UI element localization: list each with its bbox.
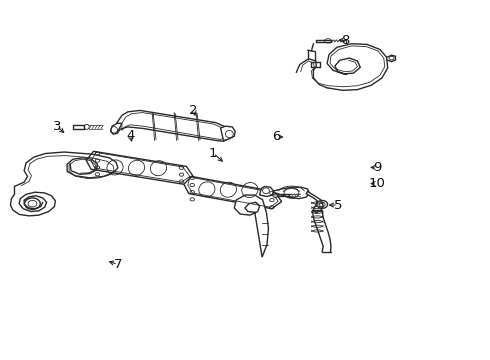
Polygon shape (184, 176, 282, 209)
Polygon shape (260, 186, 273, 197)
Text: 10: 10 (368, 177, 385, 190)
Ellipse shape (273, 194, 278, 198)
Polygon shape (220, 126, 235, 140)
Polygon shape (387, 55, 395, 62)
Text: 7: 7 (114, 258, 122, 271)
Polygon shape (117, 111, 231, 141)
Text: 2: 2 (190, 104, 198, 117)
Text: 4: 4 (126, 129, 134, 142)
Text: 9: 9 (373, 161, 381, 174)
Text: 6: 6 (272, 130, 281, 144)
Text: 8: 8 (341, 33, 349, 47)
Text: 5: 5 (334, 199, 342, 212)
Text: 1: 1 (209, 147, 218, 159)
Polygon shape (306, 192, 323, 213)
Text: 3: 3 (52, 120, 61, 133)
Polygon shape (111, 123, 122, 134)
Polygon shape (272, 187, 310, 199)
Polygon shape (86, 151, 194, 184)
Polygon shape (234, 195, 269, 257)
